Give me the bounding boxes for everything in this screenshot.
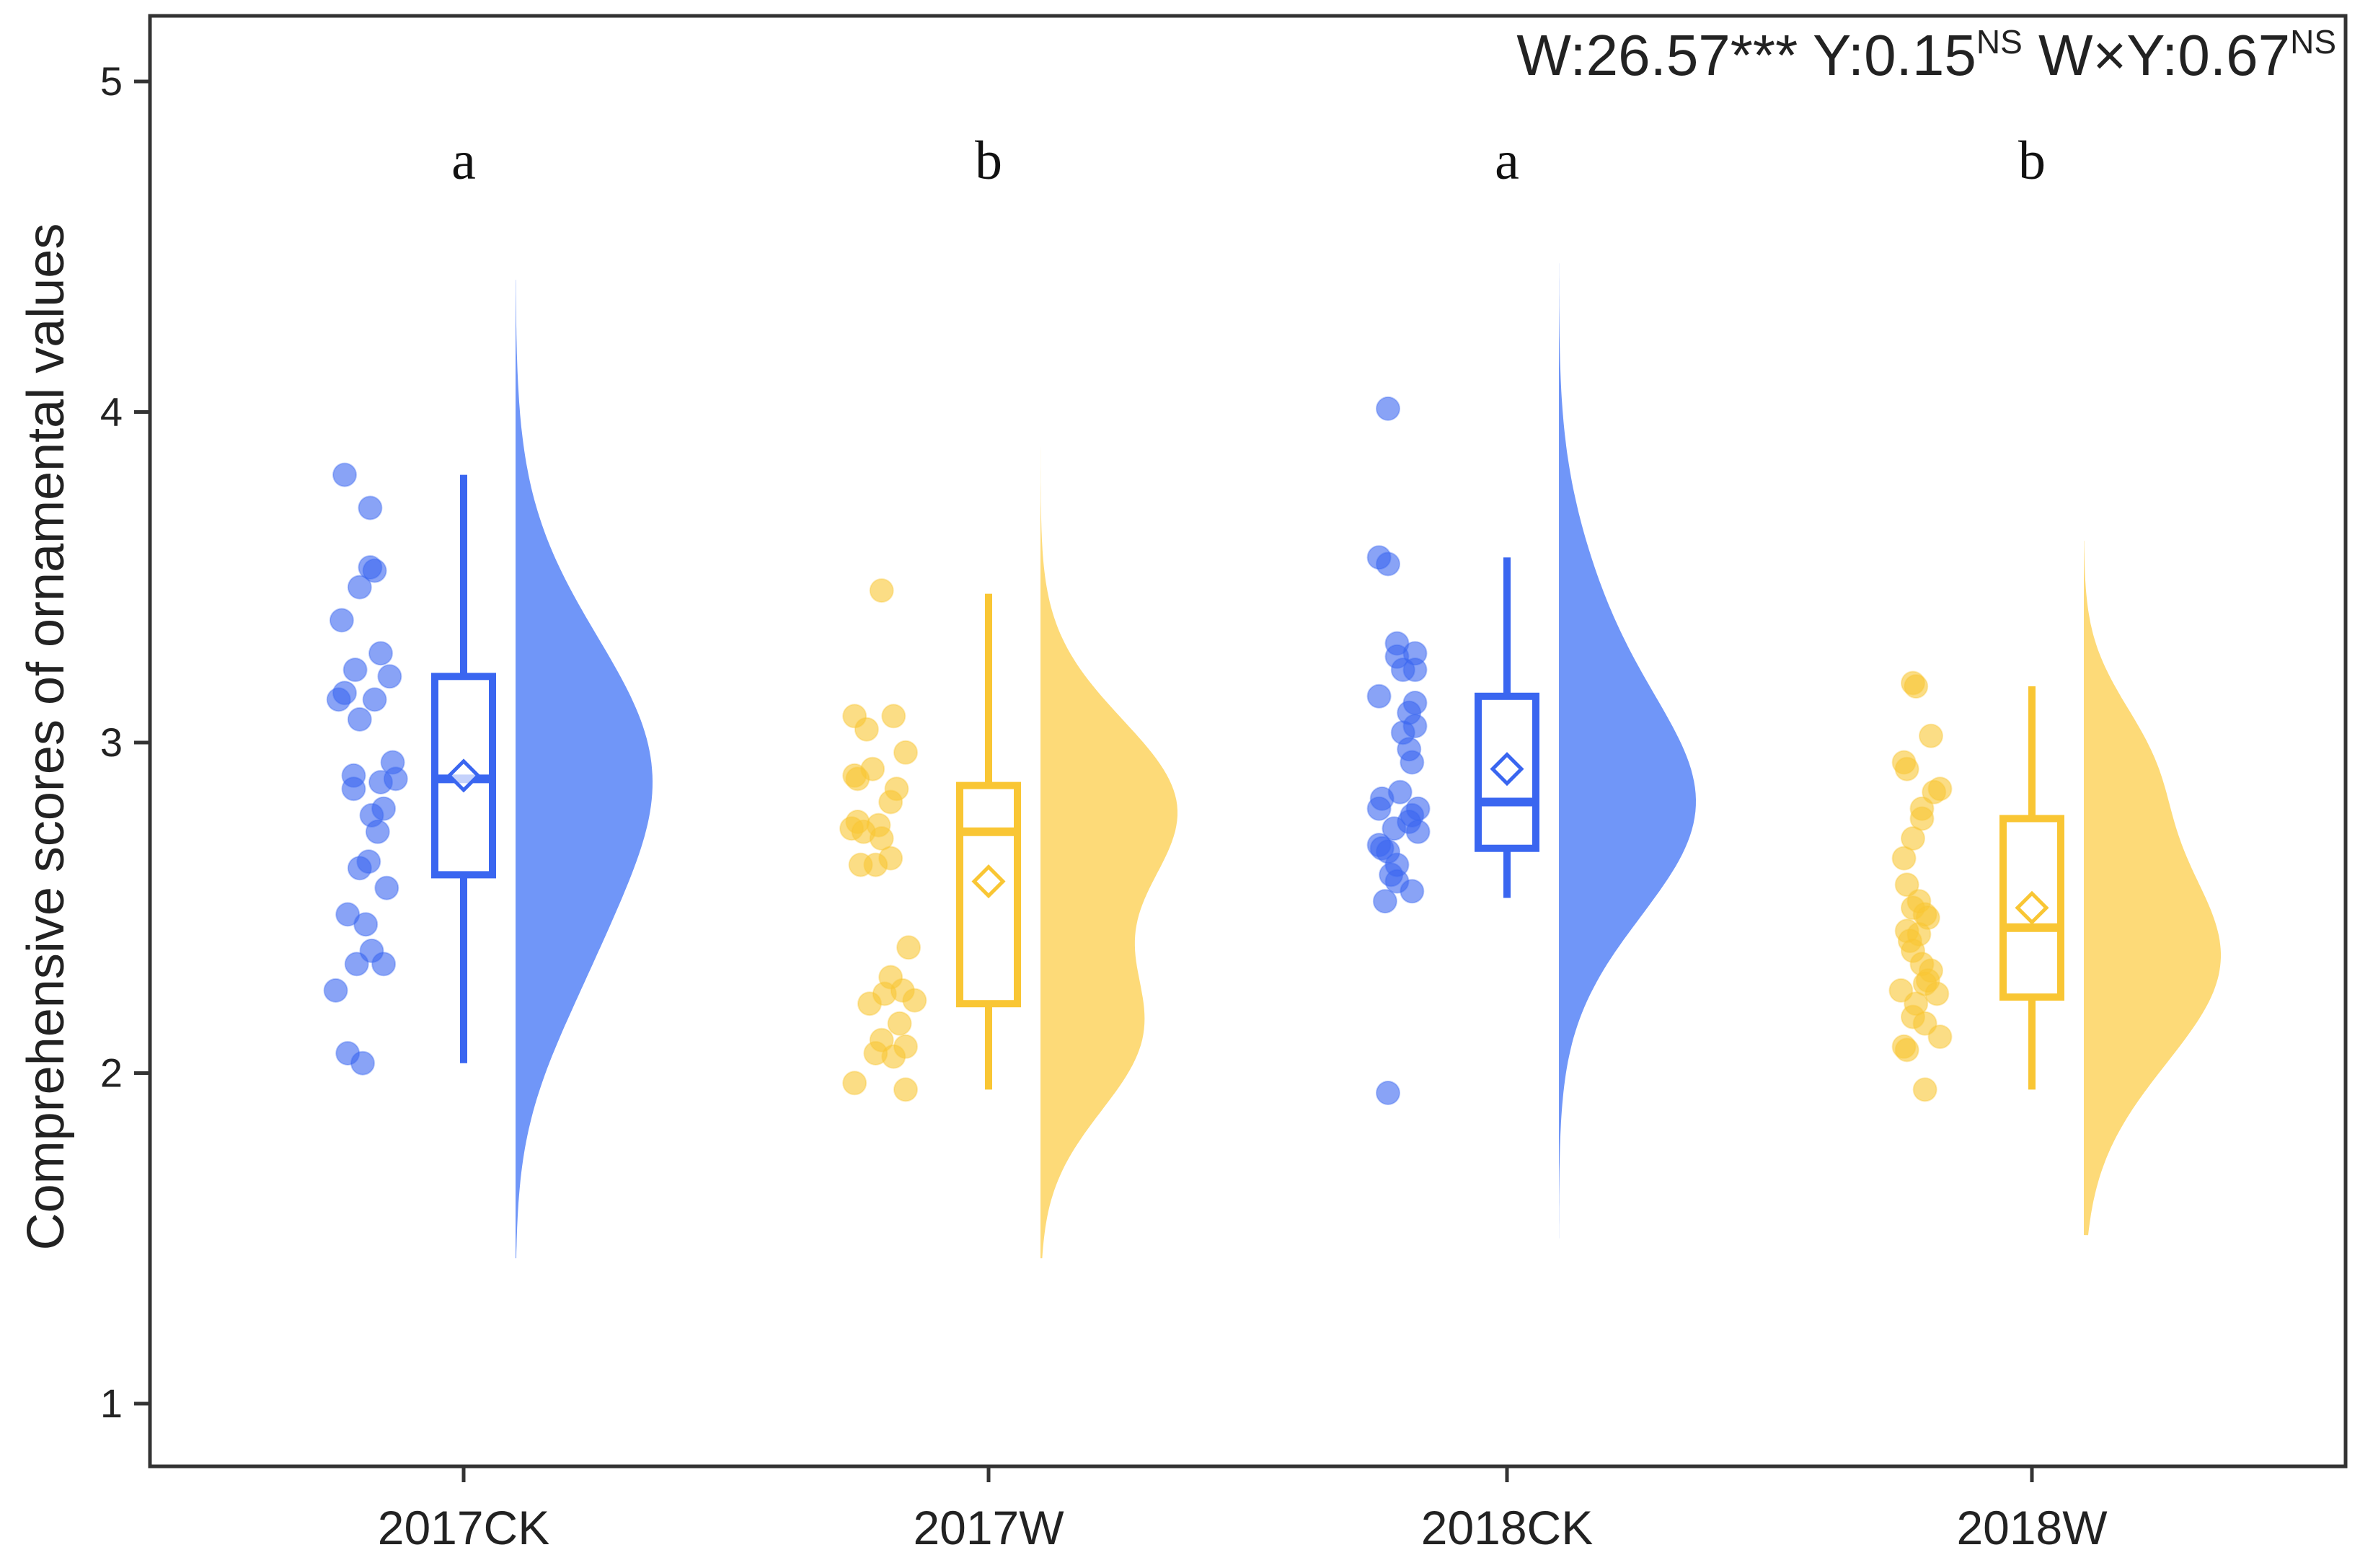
x-tick-label: 2017CK <box>378 1501 550 1554</box>
data-point <box>1894 756 1919 781</box>
density-cloud-2017W <box>1040 425 1177 1259</box>
data-point <box>368 770 393 794</box>
data-point <box>1888 978 1914 1003</box>
data-point <box>350 1050 375 1076</box>
y-tick-label: 3 <box>100 719 123 765</box>
data-point <box>1912 1077 1937 1102</box>
data-point <box>1901 826 1925 851</box>
significance-letter: b <box>975 130 1002 191</box>
data-point <box>1366 683 1392 709</box>
data-point <box>854 717 879 742</box>
mean-diamond <box>446 758 481 793</box>
data-point <box>902 988 927 1013</box>
data-point <box>887 1011 912 1036</box>
data-point <box>848 852 873 877</box>
data-point <box>1922 779 1947 805</box>
data-point <box>1405 819 1431 844</box>
data-point <box>1400 750 1425 775</box>
y-tick-label: 5 <box>100 58 123 104</box>
data-point <box>1376 552 1400 577</box>
data-point <box>881 1044 906 1069</box>
data-point <box>1919 723 1943 748</box>
data-point <box>347 856 372 881</box>
data-point <box>842 1071 867 1096</box>
data-point <box>1891 846 1917 871</box>
data-point <box>1400 879 1425 904</box>
box-iqr <box>956 781 1021 1008</box>
data-point <box>342 657 368 683</box>
stats-annotation: W:26.57*** Y:0.15NS W×Y:0.67NS <box>1516 23 2336 87</box>
data-point <box>329 608 354 633</box>
data-point <box>1366 796 1392 821</box>
data-point <box>1894 872 1919 898</box>
data-point <box>368 641 393 666</box>
data-point <box>869 578 894 603</box>
stats-main: W:26.57*** Y:0.15 <box>1516 23 1976 87</box>
plot-panel-border <box>148 14 2348 1469</box>
data-point <box>893 740 918 765</box>
data-point <box>323 978 348 1003</box>
data-point <box>344 952 369 977</box>
data-point <box>332 462 357 487</box>
data-point <box>1376 1081 1400 1105</box>
significance-letter: b <box>2018 130 2046 191</box>
data-point <box>353 912 379 937</box>
y-tick-label: 2 <box>100 1050 123 1096</box>
data-point <box>1912 1011 1937 1036</box>
data-point <box>362 558 387 583</box>
x-tick-label: 2017W <box>913 1501 1064 1554</box>
data-point <box>1904 674 1929 699</box>
data-point <box>365 819 390 844</box>
y-tick-label: 4 <box>100 389 123 435</box>
mean-diamond <box>971 864 1006 899</box>
significance-letter: a <box>451 130 476 191</box>
data-point <box>1927 1024 1953 1050</box>
data-point <box>1894 1037 1919 1063</box>
mean-diamond <box>1490 752 1524 787</box>
density-cloud-2018W <box>2084 541 2221 1236</box>
data-point <box>347 707 372 732</box>
box-iqr <box>1999 815 2064 1001</box>
stats-sup-interaction: NS <box>2290 23 2336 61</box>
data-point <box>896 935 922 960</box>
box-iqr <box>1475 692 1539 852</box>
x-tick-label: 2018CK <box>1421 1501 1594 1554</box>
data-point <box>869 826 894 851</box>
data-point <box>881 704 906 729</box>
data-point <box>374 875 399 900</box>
density-cloud-2018CK <box>1559 263 1696 1239</box>
y-tick-label: 1 <box>100 1381 123 1426</box>
x-tick-label: 2018W <box>1956 1501 2108 1554</box>
data-point <box>1909 806 1935 831</box>
data-point <box>1372 889 1397 914</box>
data-point <box>893 1077 918 1102</box>
density-cloud-2017CK <box>516 280 653 1259</box>
mean-diamond <box>2015 890 2049 925</box>
data-point <box>1382 816 1407 841</box>
data-point <box>358 495 383 521</box>
data-point <box>347 575 372 600</box>
data-point <box>1376 396 1400 421</box>
data-point <box>878 789 903 815</box>
stats-interaction: W×Y:0.67 <box>2023 23 2290 87</box>
data-point <box>371 952 397 977</box>
data-point <box>1390 657 1415 683</box>
stats-sup-year: NS <box>1976 23 2023 61</box>
data-point <box>335 902 361 927</box>
significance-letter: a <box>1495 130 1519 191</box>
data-point <box>341 776 366 802</box>
data-point <box>1924 981 1950 1006</box>
data-point <box>326 687 351 712</box>
y-axis-label: Comprehensive scores of ornamental value… <box>17 223 75 1251</box>
data-point <box>845 766 870 792</box>
data-point <box>362 687 387 712</box>
data-point <box>377 664 402 689</box>
data-point <box>857 991 882 1016</box>
